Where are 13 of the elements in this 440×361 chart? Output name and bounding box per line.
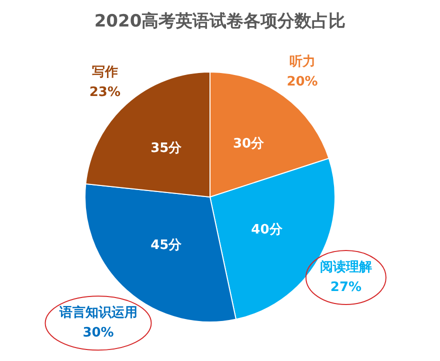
text: 23% — [89, 84, 121, 100]
text: 30% — [82, 326, 114, 341]
data-label: 45分 — [150, 238, 183, 254]
slice-label: 听力 — [289, 53, 316, 70]
chart-title: 2020高考英语试卷各项分数占比 — [94, 12, 346, 32]
data-label: 40分 — [251, 222, 284, 238]
data-label: 35分 — [150, 140, 183, 156]
slice-label: 阅读理解 — [320, 260, 372, 275]
slice-label: 写作 — [92, 64, 118, 80]
text: 20% — [286, 74, 318, 90]
slice-label: 语言知识运用 — [58, 304, 138, 321]
text: 27% — [330, 280, 362, 295]
data-label: 30分 — [232, 136, 266, 152]
